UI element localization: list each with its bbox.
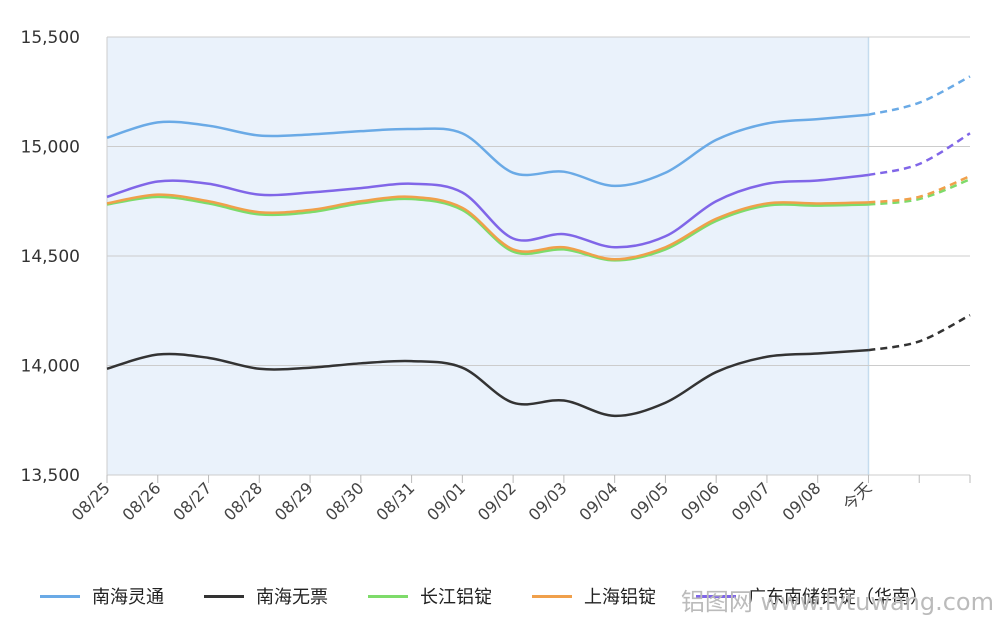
series-line-1 [106,348,869,418]
legend-item[interactable]: 南海灵通 [40,583,164,609]
legend-label: 南海无票 [256,587,328,608]
y-tick-label: 15,000 [21,138,80,158]
x-tick-label: 09/06 [677,478,723,524]
x-tick-label: 08/31 [372,478,418,524]
y-axis: 13,500 14,000 14,500 15,000 15,500 [21,28,80,486]
legend-label: 长江铝锭 [420,587,492,608]
series-lines [106,75,971,418]
legend-item[interactable]: 南海无票 [204,583,328,609]
x-tick-label: 08/27 [169,478,215,524]
y-tick-label: 15,500 [21,28,80,48]
legend-label: 南海灵通 [92,587,164,608]
x-tick-label: 09/01 [423,478,469,524]
y-tick-label: 13,500 [21,466,80,486]
legend-label: 上海铝锭 [584,587,656,608]
legend-swatch [532,594,572,598]
legend-item[interactable]: 广东南储铝锭（华南） [696,583,928,609]
series-forecast-line-1 [868,314,971,352]
x-tick-label: 今天 [839,478,875,514]
series-line-2 [106,195,869,262]
x-tick-label: 09/04 [575,478,621,524]
watermark: 铝图网 www.lvtuwang.com [680,588,994,616]
legend-label: 广东南储铝锭（华南） [748,587,928,608]
series-line-4 [106,173,869,249]
series-line-3 [106,193,869,261]
series-forecast-line-4 [868,132,971,177]
x-tick-label: 08/28 [220,478,266,524]
x-tick-label: 09/07 [728,478,774,524]
x-tick-label: 09/03 [525,478,571,524]
legend-swatch [696,594,736,598]
grid-lines [106,36,970,476]
legend-item[interactable]: 上海铝锭 [532,583,656,609]
x-tick-label: 09/05 [626,478,672,524]
x-tick-label: 08/30 [322,478,368,524]
y-tick-label: 14,000 [21,357,80,377]
y-tick-label: 14,500 [21,247,80,267]
legend: 南海灵通 南海无票 长江铝锭 上海铝锭 广东南储铝锭（华南） [40,580,1000,612]
x-axis: 08/25 08/26 08/27 08/28 08/29 08/30 08/31 09/01… [68,475,971,524]
x-tick-label: 09/02 [474,478,520,524]
series-forecast-line-2 [868,178,971,206]
x-tick-label: 08/26 [119,478,165,524]
legend-swatch [204,594,244,598]
legend-item[interactable]: 长江铝锭 [368,583,492,609]
x-tick-label: 08/29 [271,478,317,524]
x-tick-label: 09/08 [778,478,824,524]
series-forecast-line-3 [868,174,971,204]
chart-area: 13,500 14,000 14,500 15,000 15,500 08/25 08/2… [21,28,971,524]
legend-swatch [368,594,408,598]
series-forecast-line-0 [868,75,971,116]
series-line-0 [106,113,869,188]
legend-swatch [40,594,80,598]
